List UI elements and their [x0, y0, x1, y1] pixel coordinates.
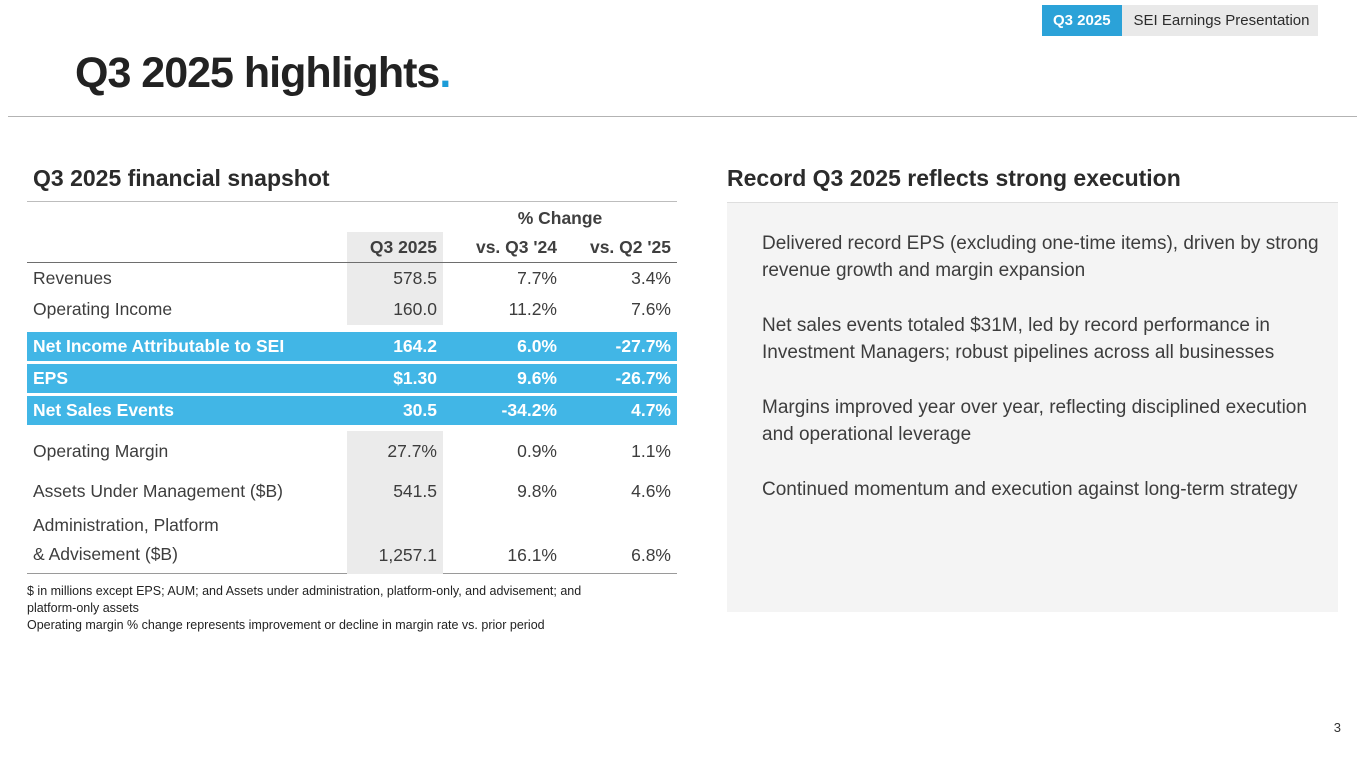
cell-yoy: 0.9% — [517, 440, 557, 461]
table-row-net-sales-events-highlighted: Net Sales Events 30.5 -34.2% 4.7% — [27, 396, 677, 425]
cell-yoy: -34.2% — [501, 400, 557, 420]
bullet-net-sales-events: Net sales events totaled $31M, led by re… — [762, 315, 1275, 363]
table-header: % Change Q3 2025 vs. Q3 '24 vs. Q2 '25 — [27, 205, 677, 263]
cell-qoq: 4.7% — [631, 400, 671, 420]
presentation-title: SEI Earnings Presentation — [1121, 5, 1318, 36]
cell-yoy: 9.8% — [517, 480, 557, 501]
cell-yoy: 16.1% — [507, 545, 557, 565]
slide-title-accent-dot: . — [439, 49, 451, 97]
cell-qoq: 3.4% — [631, 268, 671, 288]
footnote-units: $ in millions except EPS; AUM; and Asset… — [27, 584, 582, 615]
row-label: Assets Under Management ($B) — [33, 480, 283, 501]
quarter-badge: Q3 2025 — [1042, 5, 1122, 36]
cell-qoq: -26.7% — [615, 368, 671, 388]
cell-yoy: 9.6% — [517, 368, 557, 388]
table-body: Revenues 578.5 7.7% 3.4% Operating Incom… — [27, 263, 677, 574]
cell-q3: 27.7% — [347, 431, 443, 471]
table-row-operating-margin: Operating Margin 27.7% 0.9% 1.1% — [27, 431, 677, 471]
table-row-net-income-highlighted: Net Income Attributable to SEI 164.2 6.0… — [27, 332, 677, 361]
col-header-q3-2025: Q3 2025 — [347, 232, 443, 262]
financial-snapshot-heading: Q3 2025 financial snapshot — [27, 165, 677, 202]
cell-yoy: 11.2% — [508, 299, 557, 319]
col-header-vs-q2-25: vs. Q2 '25 — [589, 236, 671, 257]
cell-q3: $1.30 — [393, 368, 437, 388]
execution-panel: Delivered record EPS (excluding one-time… — [727, 202, 1338, 612]
bullet-margins-improved: Margins improved year over year, reflect… — [762, 397, 1307, 445]
execution-section: Record Q3 2025 reflects strong execution… — [727, 165, 1338, 612]
row-label: Administration, Platform & Advisement ($… — [33, 515, 219, 564]
presentation-header-bar: Q3 2025 SEI Earnings Presentation — [1042, 5, 1318, 36]
row-label: Net Sales Events — [33, 400, 175, 420]
table-row-operating-income: Operating Income 160.0 11.2% 7.6% — [27, 294, 677, 325]
cell-qoq: 1.1% — [631, 440, 671, 461]
pct-change-header: % Change — [517, 208, 603, 228]
bullet-continued-momentum: Continued momentum and execution against… — [762, 479, 1298, 500]
title-divider — [8, 116, 1357, 117]
cell-qoq: -27.7% — [615, 336, 671, 356]
footnote-operating-margin: Operating margin % change represents imp… — [27, 618, 545, 632]
bullet-record-eps: Delivered record EPS (excluding one-time… — [762, 233, 1319, 281]
cell-q3: 578.5 — [347, 263, 443, 294]
table-footnotes: $ in millions except EPS; AUM; and Asset… — [27, 583, 667, 634]
cell-yoy: 7.7% — [517, 268, 557, 288]
table-row-eps-highlighted: EPS $1.30 9.6% -26.7% — [27, 364, 677, 393]
table-column-header-row: Q3 2025 vs. Q3 '24 vs. Q2 '25 — [27, 232, 677, 262]
cell-yoy: 6.0% — [517, 336, 557, 356]
cell-qoq: 6.8% — [631, 545, 671, 565]
slide-title: Q3 2025 highlights. — [75, 48, 451, 98]
cell-qoq: 4.6% — [631, 480, 671, 501]
page-number: 3 — [1333, 720, 1341, 735]
row-label: Revenues — [33, 268, 112, 288]
table-header-group-row: % Change — [27, 205, 677, 232]
slide-title-text: Q3 2025 highlights — [75, 49, 440, 97]
col-header-vs-q3-24: vs. Q3 '24 — [475, 236, 557, 257]
row-label: Operating Income — [33, 299, 173, 319]
table-row-aum: Assets Under Management ($B) 541.5 9.8% … — [27, 471, 677, 511]
cell-q3: 160.0 — [347, 294, 443, 325]
cell-q3: 30.5 — [402, 400, 437, 420]
table-row-administration-platform: Administration, Platform & Advisement ($… — [27, 511, 677, 574]
table-row-revenues: Revenues 578.5 7.7% 3.4% — [27, 263, 677, 294]
row-label: EPS — [33, 368, 69, 388]
row-label: Net Income Attributable to SEI — [33, 336, 285, 356]
cell-qoq: 7.6% — [631, 299, 671, 319]
row-label: Operating Margin — [33, 440, 169, 461]
cell-q3: 164.2 — [393, 336, 437, 356]
financial-snapshot-section: Q3 2025 financial snapshot % Change Q3 2… — [27, 165, 677, 634]
cell-q3: 541.5 — [347, 471, 443, 511]
execution-heading: Record Q3 2025 reflects strong execution — [727, 165, 1181, 191]
cell-q3: 1,257.1 — [347, 511, 443, 574]
